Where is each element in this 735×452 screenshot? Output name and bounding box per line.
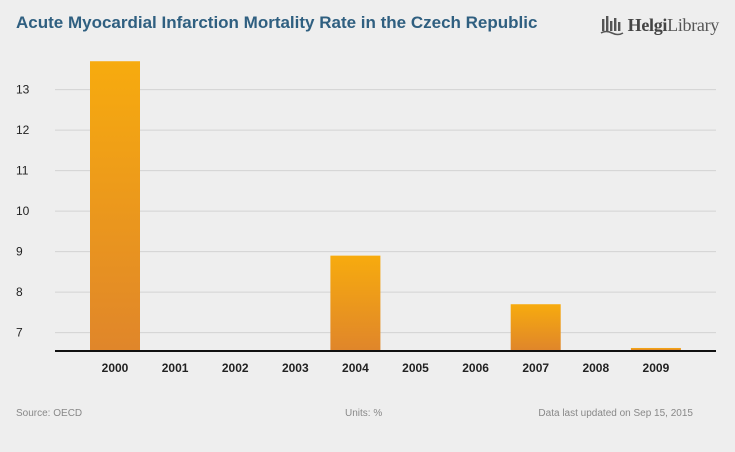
library-logo-icon [600,16,624,36]
x-tick-label: 2001 [162,361,189,375]
bar-2009[interactable] [630,347,681,350]
units-note: Units: % [345,408,383,419]
y-tick-label: 10 [16,204,30,218]
bar-2007[interactable] [510,304,561,350]
x-tick-label: 2000 [102,361,129,375]
x-tick-label: 2007 [522,361,549,375]
x-tick-label: 2002 [222,361,249,375]
bar-chart: 7 8 9 10 11 12 13 2000 2001 2002 2003 2004 2005 2006… [16,61,716,375]
helgi-library-logo[interactable]: HelgiLibrary [600,12,719,38]
y-tick-label: 8 [16,285,23,299]
bar-2000[interactable] [90,61,140,351]
y-tick-label: 7 [16,326,23,340]
x-tick-label: 2006 [462,361,489,375]
source-note: Source: OECD [16,408,83,419]
y-tick-label: 13 [16,83,30,97]
x-tick-label: 2005 [402,361,429,375]
x-tick-label: 2008 [582,361,609,375]
y-tick-label: 9 [16,245,23,259]
y-tick-label: 11 [16,164,29,178]
bar-2004[interactable] [330,255,381,350]
x-tick-label: 2003 [282,361,309,375]
y-tick-label: 12 [16,123,30,137]
logo-text: HelgiLibrary [627,14,720,35]
x-tick-label: 2009 [643,361,670,375]
updated-note: Data last updated on Sep 15, 2015 [538,408,693,419]
x-tick-label: 2004 [342,361,369,375]
chart-title: Acute Myocardial Infarction Mortality Ra… [16,13,538,32]
